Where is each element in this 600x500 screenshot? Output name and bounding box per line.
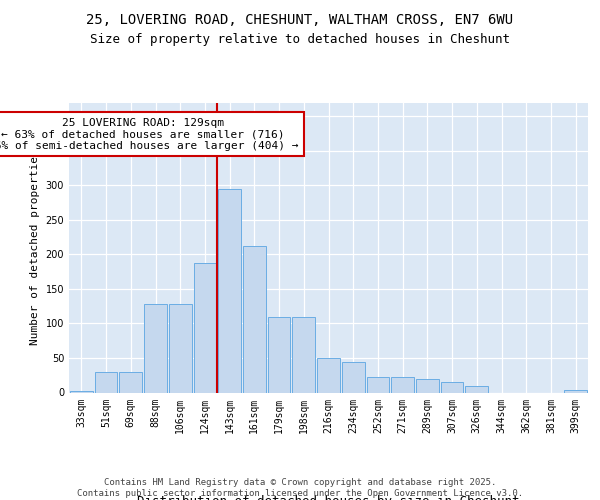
Bar [391,378,414,392]
Bar [243,246,266,392]
Bar [292,316,315,392]
Bar [70,391,93,392]
Bar [144,304,167,392]
Bar [268,316,290,392]
Y-axis label: Number of detached properties: Number of detached properties [30,150,40,346]
Bar [119,372,142,392]
Bar [441,382,463,392]
Bar [416,380,439,392]
Text: 25, LOVERING ROAD, CHESHUNT, WALTHAM CROSS, EN7 6WU: 25, LOVERING ROAD, CHESHUNT, WALTHAM CRO… [86,12,514,26]
X-axis label: Distribution of detached houses by size in Cheshunt: Distribution of detached houses by size … [137,495,520,500]
Bar [194,262,216,392]
Text: 25 LOVERING ROAD: 129sqm
← 63% of detached houses are smaller (716)
36% of semi-: 25 LOVERING ROAD: 129sqm ← 63% of detach… [0,118,298,151]
Bar [466,386,488,392]
Bar [367,378,389,392]
Bar [218,189,241,392]
Bar [169,304,191,392]
Bar [95,372,118,392]
Bar [317,358,340,392]
Bar [342,362,365,392]
Text: Contains HM Land Registry data © Crown copyright and database right 2025.
Contai: Contains HM Land Registry data © Crown c… [77,478,523,498]
Bar [564,390,587,392]
Text: Size of property relative to detached houses in Cheshunt: Size of property relative to detached ho… [90,32,510,46]
